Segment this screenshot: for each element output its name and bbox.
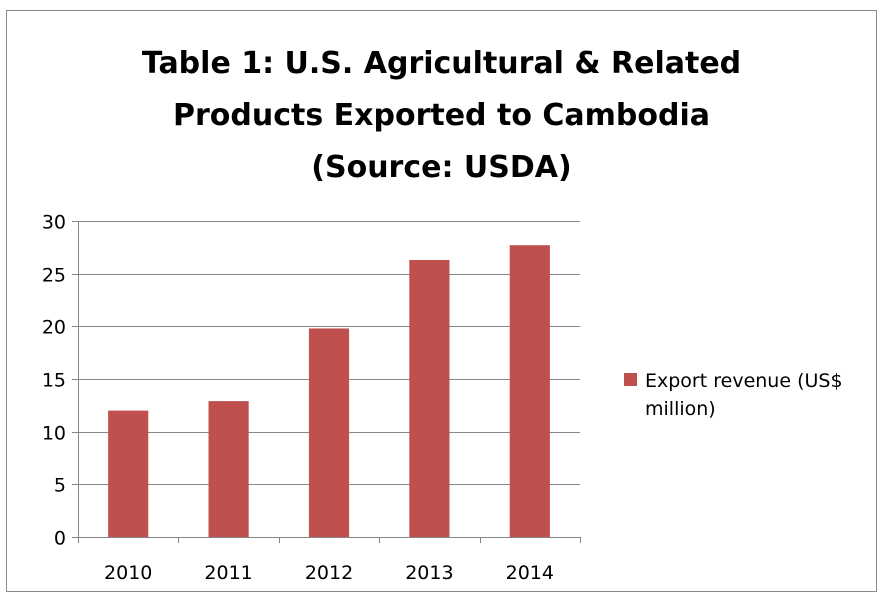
y-tick-label-20: 20: [42, 317, 66, 339]
x-tick-label-2013: 2013: [405, 562, 453, 584]
axes: [72, 221, 581, 543]
x-tick-labels: 2010 2011 2012 2013 2014: [104, 562, 554, 584]
chart-title-line-3: (Source: USDA): [311, 150, 572, 185]
y-tick-labels: 0 5 10 15 20 25 30: [42, 212, 66, 550]
y-tick-label-15: 15: [42, 370, 66, 392]
bar-2013: [409, 259, 450, 537]
x-tick-label-2011: 2011: [204, 562, 252, 584]
bar-2012: [308, 328, 350, 537]
y-tick-label-10: 10: [42, 423, 66, 445]
bars: [108, 245, 550, 537]
chart-title-line-2: Products Exported to Cambodia: [173, 98, 710, 133]
legend-swatch: [624, 373, 637, 386]
y-tick-label-30: 30: [42, 212, 66, 234]
chart-title: Table 1: U.S. Agricultural & Related Pro…: [0, 38, 883, 194]
bar-2011: [208, 401, 249, 537]
legend-label: Export revenue (US$ million): [645, 370, 843, 420]
bar-2010: [108, 410, 149, 537]
y-tick-label-5: 5: [54, 475, 66, 497]
y-tick-label-0: 0: [54, 528, 66, 550]
chart-title-line-1: Table 1: U.S. Agricultural & Related: [141, 46, 742, 81]
x-tick-label-2014: 2014: [506, 562, 554, 584]
bar-2014: [509, 245, 550, 537]
x-tick-label-2010: 2010: [104, 562, 152, 584]
legend: Export revenue (US$ million): [624, 367, 850, 423]
y-tick-label-25: 25: [42, 265, 66, 287]
x-tick-label-2012: 2012: [305, 562, 353, 584]
